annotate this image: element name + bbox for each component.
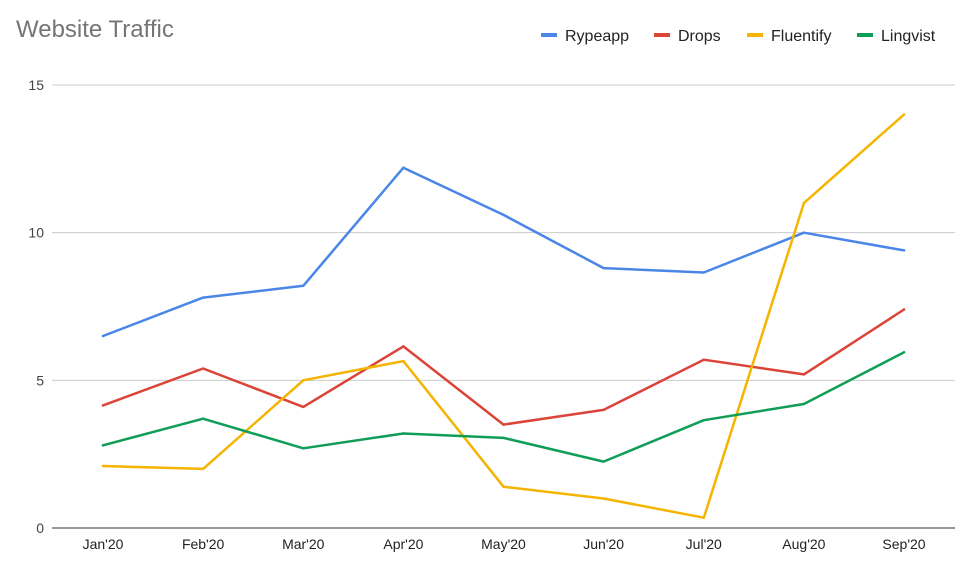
series-line	[101, 113, 906, 519]
data-point	[602, 266, 605, 270]
x-tick-label: Apr'20	[383, 536, 423, 552]
x-tick-label: Jul'20	[686, 536, 722, 552]
legend-item: Rypeapp	[541, 28, 629, 45]
data-point	[101, 444, 105, 447]
legend-item: Drops	[654, 28, 721, 45]
legend-label: Drops	[678, 28, 721, 45]
legend: Rypeapp Drops Fluentify Lingvist	[541, 28, 936, 45]
data-point	[702, 358, 705, 361]
data-point	[902, 249, 906, 252]
y-tick-label: 5	[36, 372, 44, 388]
data-point	[502, 485, 505, 488]
series-lines	[101, 113, 906, 519]
data-point	[702, 516, 705, 519]
data-point	[802, 373, 806, 376]
legend-item: Fluentify	[747, 28, 831, 45]
data-point	[802, 402, 806, 406]
gridlines	[52, 84, 955, 529]
series-drops	[101, 308, 906, 426]
data-point	[302, 447, 305, 450]
data-point	[802, 201, 806, 205]
data-point	[702, 271, 705, 274]
x-tick-label: May'20	[481, 536, 526, 552]
data-point	[201, 417, 205, 420]
series-rypeapp	[101, 166, 906, 338]
x-axis-ticks: Jan'20 Feb'20 Mar'20 Apr'20 May'20 Jun'20 Jul'…	[83, 536, 926, 552]
data-point	[902, 113, 906, 116]
legend-label: Fluentify	[771, 28, 831, 45]
data-point	[302, 405, 305, 409]
data-point	[602, 497, 605, 500]
x-tick-label: Mar'20	[282, 536, 325, 552]
x-tick-label: Jan'20	[83, 536, 124, 552]
legend-item: Lingvist	[857, 28, 936, 45]
data-point	[502, 436, 505, 440]
series-line	[101, 166, 906, 338]
data-point	[201, 467, 205, 471]
y-tick-label: 10	[28, 225, 44, 241]
series-lingvist	[101, 351, 906, 463]
data-point	[302, 284, 305, 288]
data-point	[101, 334, 105, 338]
data-point	[902, 308, 906, 311]
legend-label: Rypeapp	[565, 28, 629, 45]
data-point	[402, 432, 405, 435]
data-point	[702, 419, 705, 422]
y-tick-label: 0	[36, 520, 44, 536]
series-line	[101, 351, 906, 463]
data-point	[502, 213, 505, 217]
data-point	[101, 464, 105, 468]
x-tick-label: Feb'20	[182, 536, 225, 552]
data-point	[902, 351, 906, 354]
y-tick-label: 15	[28, 77, 44, 93]
data-point	[101, 404, 105, 407]
data-point	[602, 460, 605, 463]
x-tick-label: Aug'20	[782, 536, 825, 552]
data-point	[602, 408, 605, 412]
data-point	[402, 345, 405, 348]
x-tick-label: Jun'20	[583, 536, 624, 552]
series-fluentify	[101, 113, 906, 519]
data-point	[402, 359, 405, 363]
data-point	[201, 367, 205, 370]
chart-title: Website Traffic	[16, 16, 174, 43]
data-point	[201, 296, 205, 299]
x-tick-label: Sep'20	[882, 536, 925, 552]
data-point	[802, 231, 806, 234]
data-point	[502, 423, 505, 426]
data-point	[402, 166, 405, 169]
data-point	[302, 379, 305, 382]
y-axis-ticks: 0 5 10 15	[28, 77, 44, 536]
legend-label: Lingvist	[881, 28, 936, 45]
